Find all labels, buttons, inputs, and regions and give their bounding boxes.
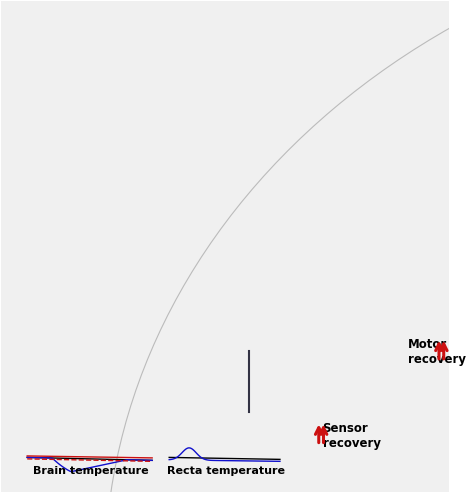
Polygon shape — [290, 68, 318, 79]
Polygon shape — [309, 68, 336, 79]
Polygon shape — [355, 228, 377, 237]
Polygon shape — [346, 241, 385, 282]
Text: MCAO: MCAO — [81, 15, 132, 30]
Polygon shape — [271, 68, 299, 79]
Text: ICA: ICA — [116, 188, 127, 193]
Polygon shape — [325, 228, 347, 237]
Polygon shape — [304, 90, 340, 127]
Polygon shape — [51, 56, 163, 169]
Polygon shape — [340, 228, 362, 237]
Polygon shape — [190, 228, 212, 237]
Ellipse shape — [260, 393, 286, 406]
Ellipse shape — [97, 103, 109, 118]
Ellipse shape — [211, 393, 237, 406]
Ellipse shape — [346, 0, 474, 35]
Text: Circle of willis: Circle of willis — [40, 118, 78, 123]
Text: MCA: MCA — [42, 98, 58, 104]
Circle shape — [233, 412, 264, 447]
Text: Hypothermic effect: Hypothermic effect — [39, 318, 190, 332]
Polygon shape — [298, 81, 351, 136]
Ellipse shape — [107, 152, 128, 171]
Polygon shape — [220, 228, 243, 237]
Polygon shape — [311, 217, 391, 291]
Polygon shape — [217, 248, 243, 276]
Polygon shape — [177, 217, 256, 291]
Ellipse shape — [105, 0, 474, 493]
Text: Infarct volume: Infarct volume — [12, 242, 109, 254]
Text: Brain temperature: Brain temperature — [33, 466, 148, 476]
Text: Recta temperature: Recta temperature — [167, 466, 285, 476]
Text: Motor
recovery: Motor recovery — [408, 338, 466, 366]
Polygon shape — [352, 248, 378, 276]
Text: CCA: CCA — [116, 210, 129, 215]
Ellipse shape — [237, 365, 261, 400]
Text: IJ: IJ — [202, 182, 212, 196]
Ellipse shape — [234, 342, 246, 364]
Text: Control: Control — [272, 15, 335, 30]
Ellipse shape — [0, 0, 5, 21]
Polygon shape — [205, 228, 228, 237]
Text: IC: IC — [76, 192, 90, 205]
Text: Sensor
recovery: Sensor recovery — [322, 423, 381, 451]
Polygon shape — [212, 241, 251, 282]
Text: IJ: IJ — [48, 192, 57, 205]
Text: IC: IC — [357, 182, 373, 196]
Bar — [150, 180, 434, 308]
Text: Neurological
improvement: Neurological improvement — [322, 307, 427, 337]
Circle shape — [109, 117, 119, 128]
Text: ECA: ECA — [116, 199, 128, 204]
Ellipse shape — [85, 152, 106, 171]
Text: ICV: ICV — [42, 131, 54, 138]
Ellipse shape — [0, 0, 408, 493]
Ellipse shape — [96, 152, 118, 171]
Ellipse shape — [252, 342, 263, 364]
Polygon shape — [255, 55, 353, 144]
Ellipse shape — [78, 0, 474, 493]
